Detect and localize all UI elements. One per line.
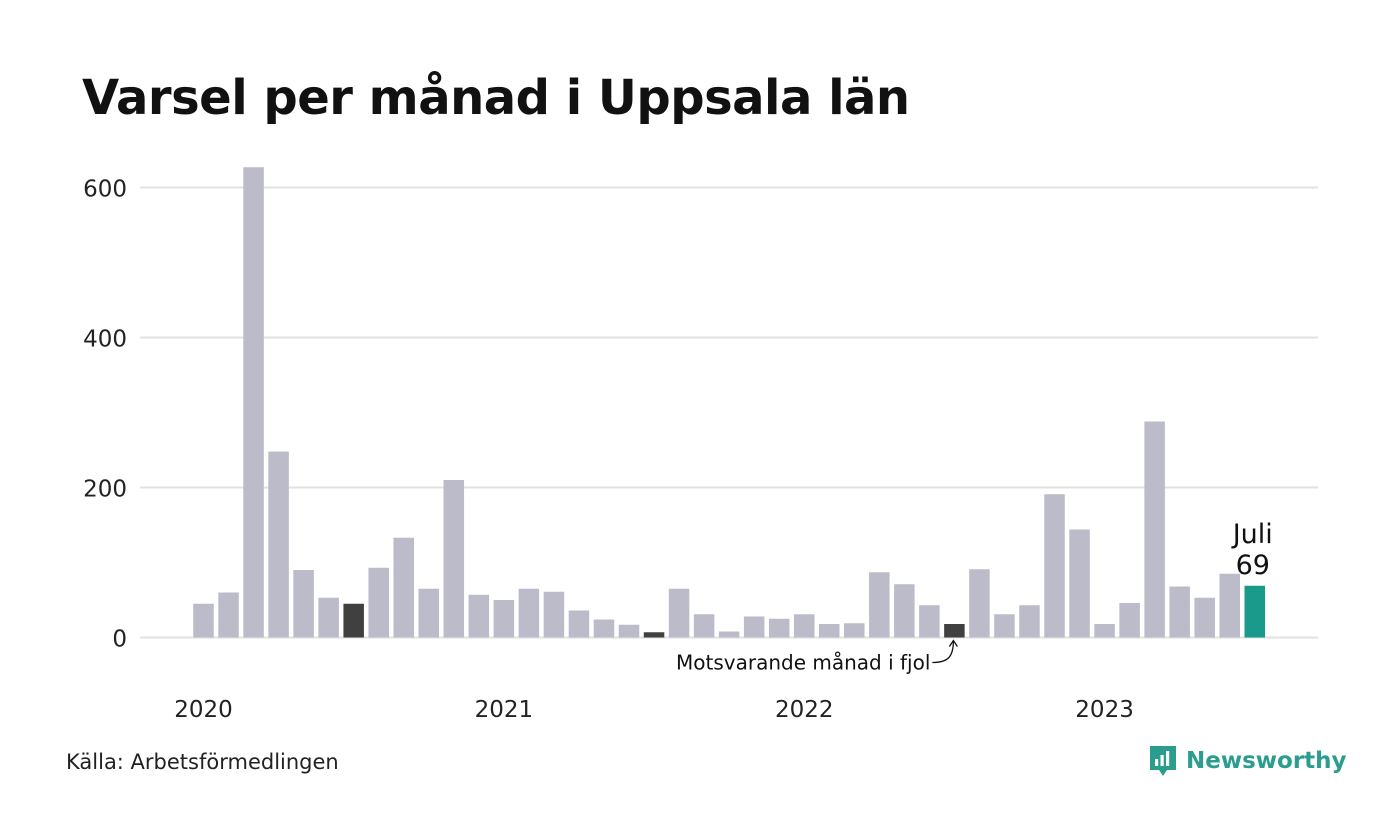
bar <box>793 614 815 638</box>
x-tick-label: 2021 <box>475 697 534 723</box>
bar <box>693 614 715 638</box>
annotation-arrowhead <box>948 639 958 647</box>
y-tick-label: 200 <box>83 477 127 503</box>
bar <box>844 623 865 638</box>
bar <box>1194 597 1215 638</box>
newsworthy-logo-icon <box>1150 746 1176 776</box>
bar <box>994 614 1015 638</box>
bar <box>268 451 289 638</box>
bar <box>869 572 890 638</box>
bar <box>819 624 840 638</box>
bar <box>418 588 440 638</box>
bar <box>1169 586 1190 638</box>
bar-chart: 0 200 400 600 2020 2021 2022 2023 Juli 69 Mots… <box>83 167 1318 723</box>
bar <box>1144 421 1165 638</box>
bar <box>468 594 490 638</box>
bar <box>518 588 540 638</box>
bar <box>894 584 915 638</box>
bar <box>768 618 790 638</box>
current-month-label: Juli <box>1231 519 1273 550</box>
bar <box>1019 605 1040 638</box>
bar <box>543 591 565 638</box>
y-tick-label: 600 <box>83 177 127 203</box>
bar <box>193 603 214 638</box>
bar <box>618 624 640 638</box>
bar <box>919 605 940 638</box>
bar <box>718 631 740 638</box>
bar <box>568 610 590 638</box>
bar <box>368 567 389 638</box>
bar <box>293 570 314 638</box>
bar <box>743 616 765 638</box>
bar <box>1044 494 1065 638</box>
bar-current-month <box>1244 585 1266 638</box>
y-tick-label: 400 <box>83 327 127 353</box>
bar <box>1219 573 1240 638</box>
y-tick-label: 0 <box>112 627 127 653</box>
bar <box>493 600 515 638</box>
bar <box>593 619 615 638</box>
gridlines <box>140 186 1318 639</box>
current-month-value: 69 <box>1236 550 1270 581</box>
page-title: Varsel per månad i Uppsala län <box>82 70 910 126</box>
previous-year-annotation: Motsvarande månad i fjol <box>676 651 930 675</box>
bar <box>1119 603 1140 638</box>
source-note: Källa: Arbetsförmedlingen <box>66 750 339 774</box>
bar <box>1069 529 1090 638</box>
brand-logo[interactable]: Newsworthy <box>1148 744 1347 778</box>
bar <box>668 588 690 638</box>
bar <box>393 537 414 638</box>
x-tick-label: 2020 <box>174 697 233 723</box>
bar <box>243 167 264 638</box>
bar-previous-year <box>944 624 965 638</box>
x-tick-label: 2023 <box>1075 697 1134 723</box>
bar <box>1094 624 1115 638</box>
bar <box>969 569 990 638</box>
x-tick-label: 2022 <box>775 697 834 723</box>
bar <box>218 592 239 638</box>
annotations: Juli 69 Motsvarande månad i fjol <box>676 519 1273 675</box>
bar-previous-year <box>343 603 364 638</box>
bars <box>193 167 1266 638</box>
bar-previous-year <box>643 632 665 638</box>
brand-name: Newsworthy <box>1186 748 1347 774</box>
bar <box>318 597 339 638</box>
x-axis-year-labels: 2020 2021 2022 2023 <box>174 697 1134 723</box>
bar <box>443 480 465 638</box>
annotation-arrow <box>932 640 955 664</box>
y-axis-tick-labels: 0 200 400 600 <box>83 177 127 653</box>
